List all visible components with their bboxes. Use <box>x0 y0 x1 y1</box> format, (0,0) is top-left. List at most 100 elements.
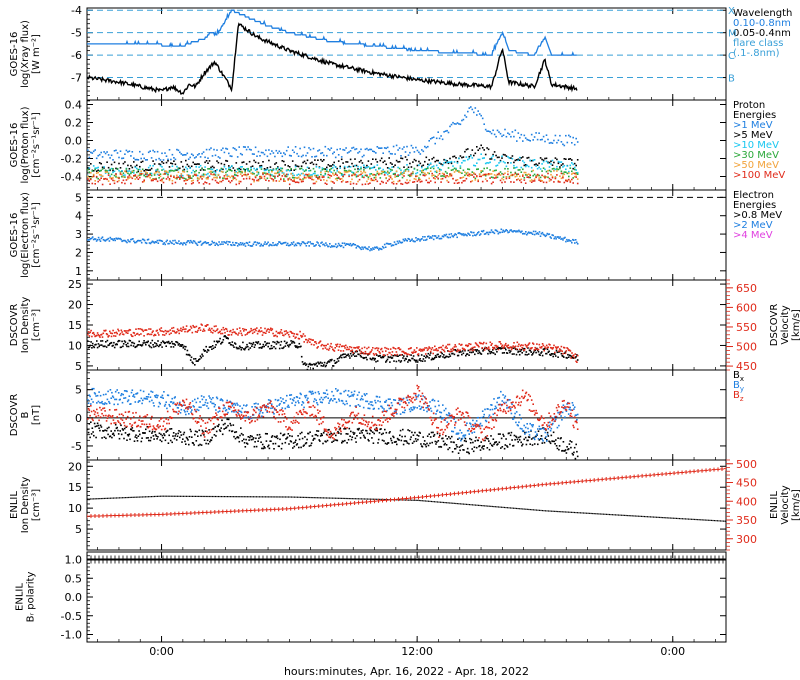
data-point <box>323 361 326 364</box>
data-point <box>180 242 182 244</box>
data-point <box>217 332 220 334</box>
data-point <box>310 242 312 245</box>
data-point <box>372 442 375 444</box>
data-point <box>521 347 523 349</box>
data-point <box>451 451 454 453</box>
data-point <box>305 338 308 341</box>
data-point <box>404 151 407 153</box>
data-point <box>285 149 288 152</box>
data-point <box>107 390 109 393</box>
data-point <box>214 179 217 182</box>
data-point <box>565 350 568 352</box>
data-point <box>253 153 255 155</box>
data-point <box>527 353 530 355</box>
data-point <box>412 161 414 163</box>
data-point <box>117 328 119 331</box>
data-point <box>520 171 523 173</box>
data-point <box>523 179 526 181</box>
data-point <box>243 442 246 444</box>
data-point <box>450 173 453 176</box>
data-point <box>553 170 555 172</box>
data-point <box>202 348 205 351</box>
data-point <box>562 166 564 168</box>
data-point <box>560 238 562 240</box>
data-point <box>296 443 299 445</box>
data-point <box>425 167 428 170</box>
data-point <box>521 444 523 447</box>
data-point <box>470 438 473 441</box>
data-point <box>422 169 425 171</box>
data-point <box>147 166 150 169</box>
data-point <box>464 233 466 236</box>
data-point <box>266 155 269 158</box>
data-point <box>326 244 328 246</box>
data-point <box>162 162 165 164</box>
data-point <box>370 179 373 182</box>
data-point <box>127 345 130 348</box>
data-point <box>396 443 398 446</box>
data-point <box>156 173 159 176</box>
data-point <box>359 247 361 249</box>
data-point <box>443 131 445 133</box>
data-point <box>429 354 431 356</box>
data-point <box>560 172 563 175</box>
data-point <box>573 175 576 178</box>
data-point <box>389 168 392 171</box>
y-axis-title-line: [cm⁻²s⁻¹sr⁻¹] <box>31 112 42 178</box>
data-point <box>214 170 217 172</box>
data-point <box>201 178 203 180</box>
data-point <box>280 177 282 180</box>
data-point <box>527 165 530 168</box>
data-point <box>407 166 410 169</box>
data-point <box>477 110 479 112</box>
data-point <box>482 448 485 450</box>
data-point <box>532 230 535 233</box>
data-point <box>501 157 503 159</box>
data-point <box>345 356 347 358</box>
data-point <box>140 397 143 400</box>
data-point <box>204 241 207 243</box>
data-point <box>173 437 176 440</box>
data-point <box>366 166 368 169</box>
data-point <box>142 342 145 344</box>
data-point <box>162 330 165 333</box>
data-point <box>343 167 346 169</box>
data-point <box>401 172 404 174</box>
data-point <box>255 244 258 246</box>
data-point <box>379 352 381 354</box>
data-point <box>333 164 335 167</box>
data-point <box>388 178 390 181</box>
data-point <box>376 429 378 432</box>
data-point <box>474 353 476 356</box>
data-point <box>569 354 572 357</box>
data-point <box>149 396 152 398</box>
data-point <box>336 358 339 360</box>
data-point <box>206 402 209 404</box>
data-point <box>527 176 530 179</box>
data-point <box>170 170 172 172</box>
data-point <box>88 423 91 425</box>
data-point <box>127 239 129 241</box>
data-point <box>379 159 382 162</box>
data-point <box>394 172 396 175</box>
data-point <box>153 334 155 337</box>
data-point <box>323 243 325 246</box>
data-point <box>118 177 120 180</box>
data-point <box>369 182 371 184</box>
data-point <box>113 335 115 337</box>
data-point <box>113 434 115 437</box>
data-point <box>265 344 267 346</box>
data-point <box>256 332 259 335</box>
data-point <box>265 243 267 246</box>
data-point <box>493 174 496 176</box>
data-point <box>155 342 158 345</box>
data-point <box>221 419 223 422</box>
data-point <box>195 156 197 158</box>
data-point <box>296 345 298 347</box>
data-point <box>128 173 131 176</box>
data-point <box>218 241 220 243</box>
data-point <box>389 243 392 245</box>
data-point <box>302 161 304 164</box>
data-point <box>149 333 151 336</box>
data-point <box>512 444 515 447</box>
